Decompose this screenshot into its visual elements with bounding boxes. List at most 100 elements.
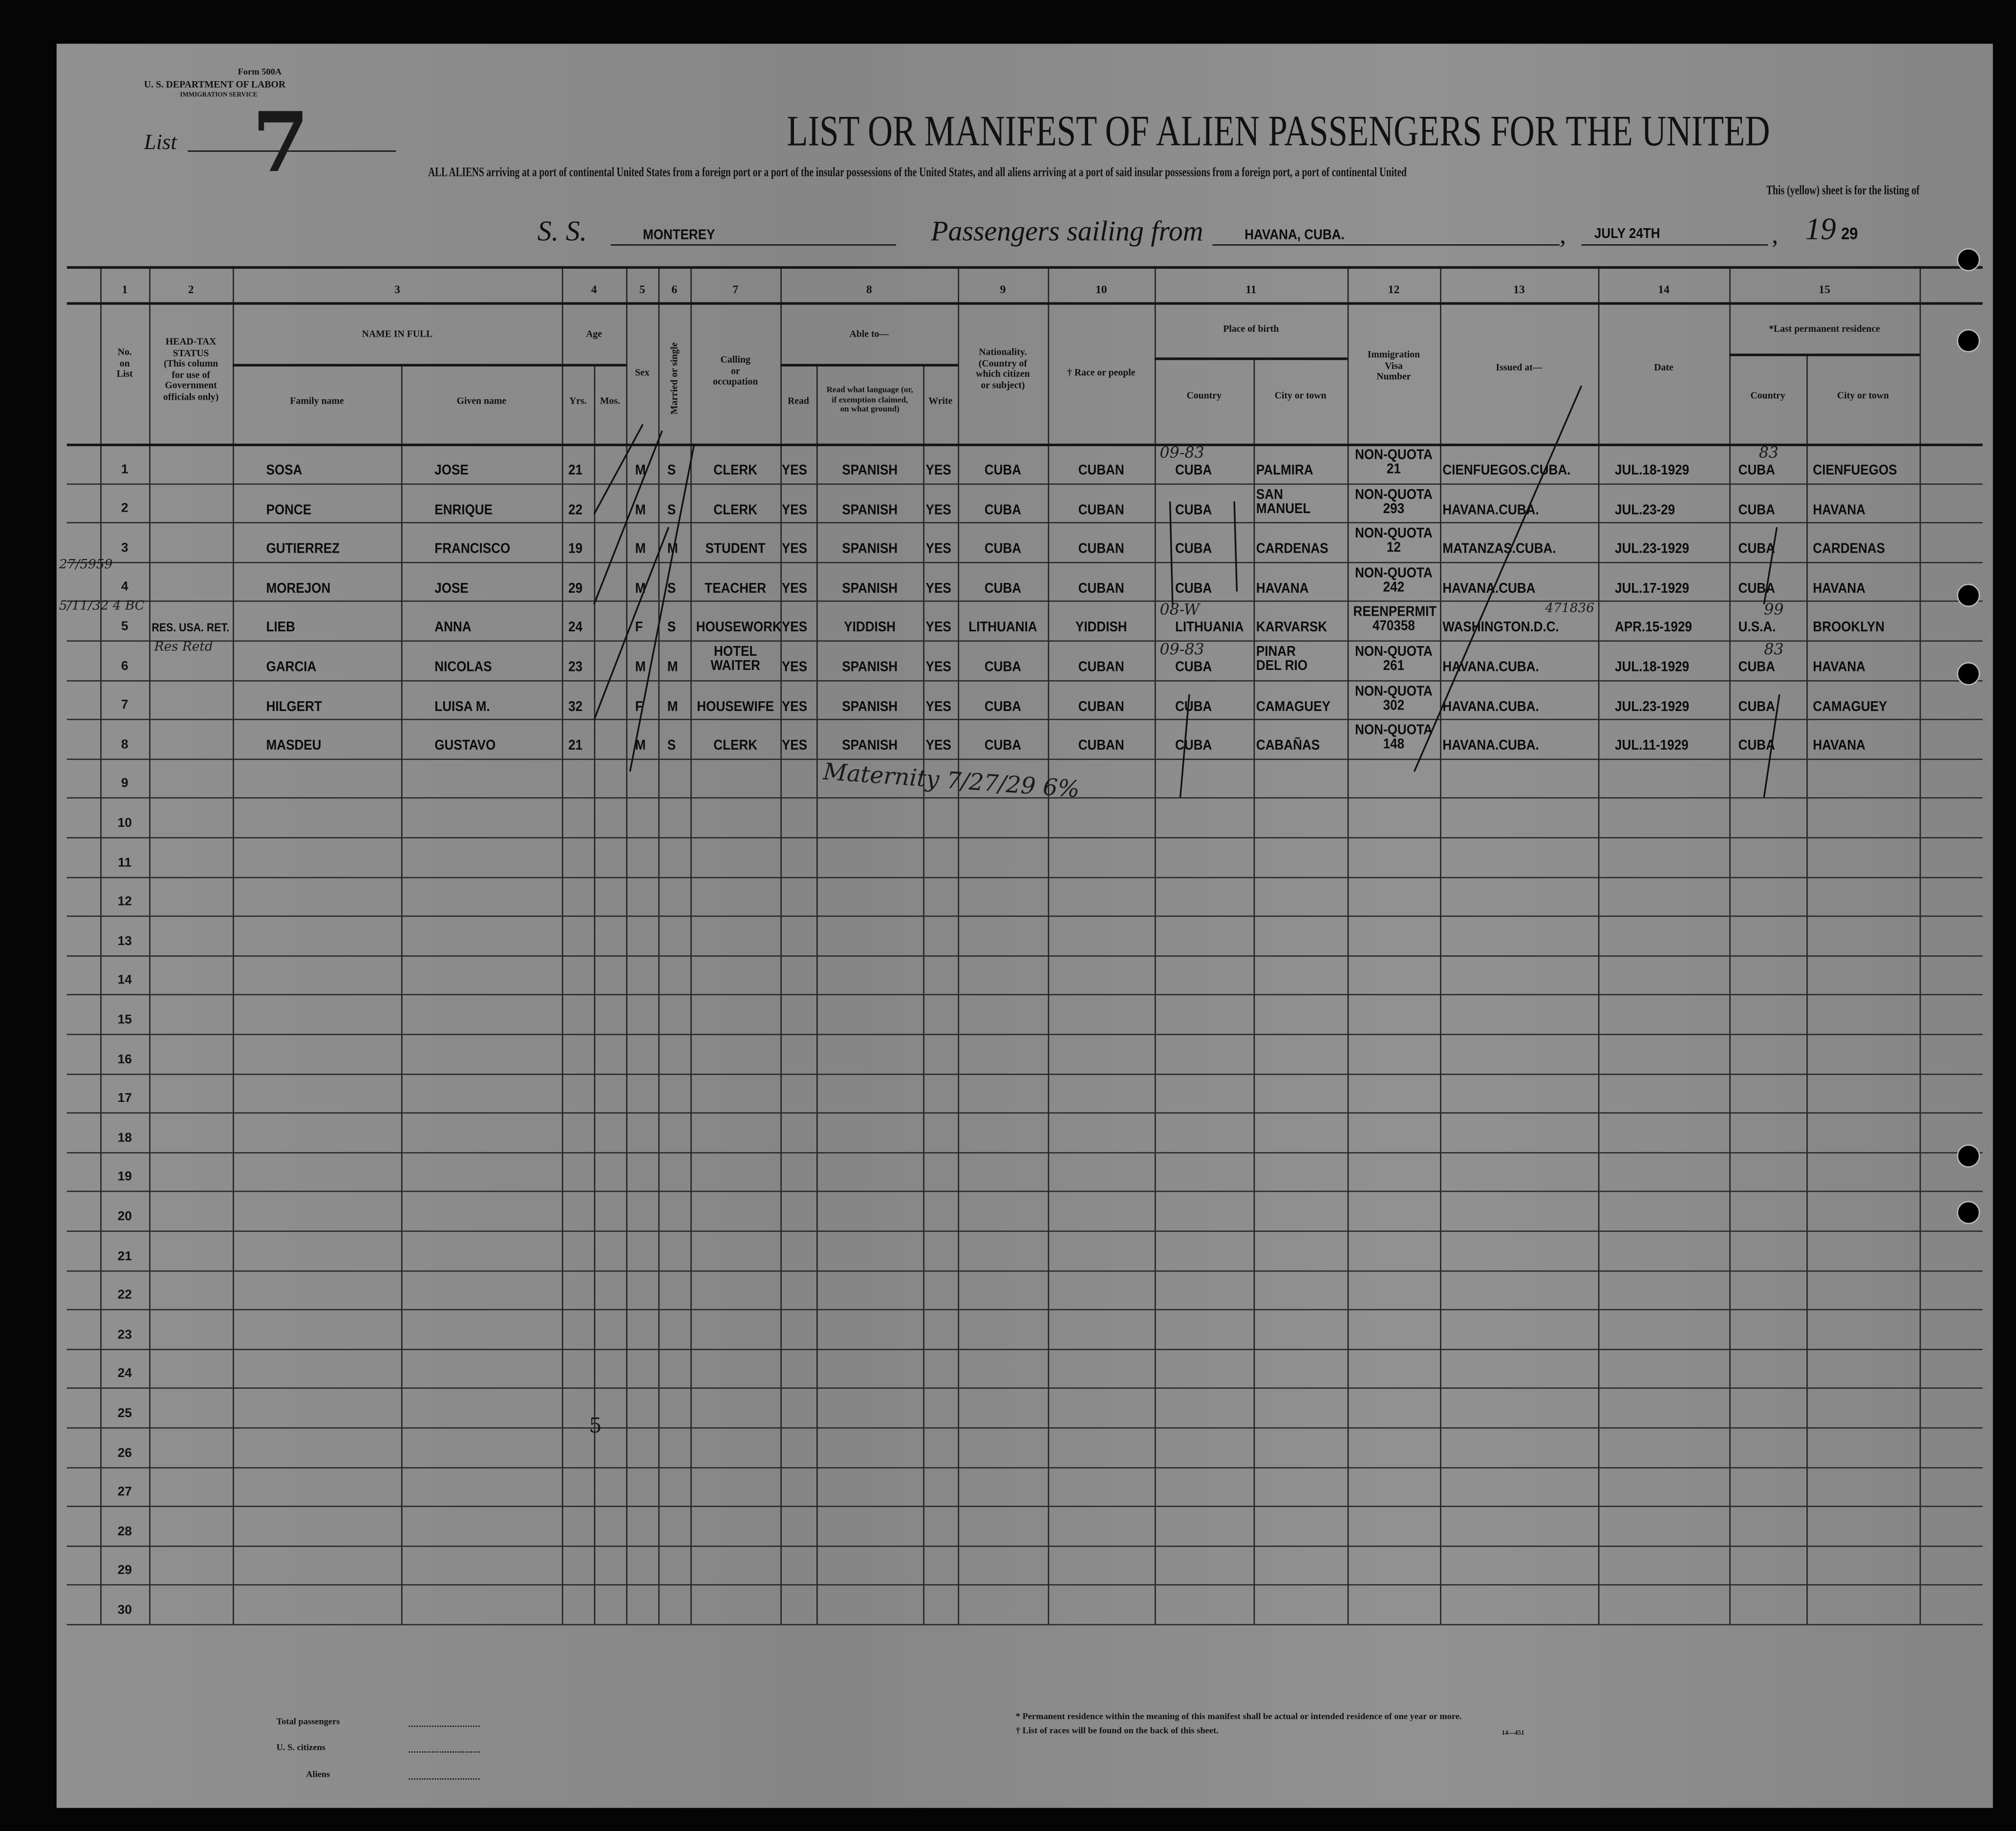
header-birth-city: City or town: [1274, 389, 1327, 401]
passenger-issued-at: HAVANA.CUBA.: [1442, 738, 1539, 754]
binder-hole: [1956, 1201, 1980, 1225]
row-divider: [66, 719, 1983, 721]
binder-hole: [1956, 1144, 1980, 1168]
passenger-birth-country: CUBA: [1175, 541, 1212, 557]
passenger-language: YIDDISH: [844, 620, 896, 636]
passenger-res-country: CUBA: [1738, 699, 1775, 714]
passenger-read: YES: [781, 659, 808, 675]
passenger-issued-at: HAVANA.CUBA.: [1442, 502, 1539, 518]
header-mos: Mos.: [600, 394, 621, 407]
passenger-given: NICOLAS: [434, 659, 492, 675]
header-write: Write: [928, 394, 953, 407]
passenger-res-country: CUBA: [1738, 502, 1775, 518]
passenger-married: S: [667, 581, 676, 597]
passenger-birth-country: LITHUANIA: [1175, 620, 1244, 636]
passenger-visa: NON-QUOTA 12: [1355, 526, 1433, 556]
header-age: Age: [586, 328, 602, 340]
total-passengers-label: Total passengers: [276, 1716, 340, 1727]
column-divider: [1806, 353, 1808, 1624]
row-number: 20: [117, 1210, 132, 1225]
permit-note: 471836: [1545, 602, 1594, 616]
column-divider: [626, 266, 628, 1624]
pen-stroke: [1763, 694, 1780, 797]
passenger-yrs: 21: [568, 463, 583, 478]
service-label: IMMIGRATION SERVICE: [180, 92, 257, 99]
header-visa: Immigration Visa Number: [1367, 348, 1420, 382]
passenger-date: JUL.23-1929: [1615, 699, 1690, 714]
passenger-write: YES: [925, 541, 951, 557]
column-number: 11: [1245, 282, 1257, 296]
pen-stroke: [593, 424, 644, 515]
row-number: 19: [117, 1170, 132, 1185]
row-divider: [66, 1309, 1983, 1311]
passenger-language: SPANISH: [842, 581, 898, 597]
date-underline: [1581, 244, 1768, 246]
row-number: 6: [121, 659, 129, 673]
department-label: U. S. DEPARTMENT OF LABOR: [144, 78, 286, 90]
passenger-birth-country: CUBA: [1175, 659, 1212, 675]
year-prefix: 19: [1805, 213, 1836, 247]
passenger-birth-country: CUBA: [1175, 463, 1212, 478]
pen-stroke: [1413, 385, 1583, 772]
passenger-sex: F: [635, 620, 643, 636]
handwritten-residence-code: 83: [1759, 443, 1779, 462]
row-divider: [66, 561, 1983, 563]
passenger-family: MASDEU: [266, 738, 322, 754]
list-number: 7: [252, 95, 309, 192]
passenger-language: SPANISH: [842, 463, 898, 478]
passenger-given: ENRIQUE: [434, 502, 493, 518]
passenger-read: YES: [781, 463, 808, 478]
passenger-write: YES: [925, 620, 951, 636]
passenger-married: S: [667, 738, 676, 754]
passenger-married: M: [667, 659, 678, 675]
header-able-to: Able to—: [849, 328, 889, 340]
row-number: 9: [121, 777, 129, 792]
column-number: 7: [732, 282, 739, 296]
passenger-birth-city: CAMAGUEY: [1256, 699, 1330, 714]
aliens-label: Aliens: [306, 1769, 330, 1780]
header-name-in-full: NAME IN FULL: [362, 328, 433, 340]
passenger-race: YIDDISH: [1075, 620, 1127, 636]
list-underline: [188, 150, 396, 152]
row-divider: [66, 797, 1983, 799]
passenger-given: ANNA: [434, 620, 472, 636]
passenger-sex: M: [635, 541, 646, 557]
row-divider: [66, 1388, 1983, 1389]
column-divider: [816, 364, 818, 1624]
table-top-border: [66, 266, 1983, 269]
row-number: 1: [121, 462, 129, 477]
pen-stroke: [1169, 501, 1174, 604]
passenger-nationality: CUBA: [984, 738, 1022, 754]
passenger-write: YES: [925, 502, 951, 518]
passenger-birth-city: PALMIRA: [1256, 463, 1313, 478]
passenger-yrs: 24: [568, 620, 583, 636]
column-number: 10: [1095, 282, 1107, 296]
passenger-calling: STUDENT: [705, 541, 766, 557]
passenger-birth-city: PINAR DEL RIO: [1256, 644, 1308, 674]
passenger-res-country: CUBA: [1738, 659, 1775, 675]
passenger-birth-country: CUBA: [1175, 581, 1212, 597]
row-divider: [66, 483, 1983, 484]
passenger-nationality: CUBA: [984, 463, 1022, 478]
page-title: LIST OR MANIFEST OF ALIEN PASSENGERS FOR…: [787, 108, 1770, 156]
passenger-res-country: CUBA: [1738, 463, 1775, 478]
passenger-issued-at: MATANZAS.CUBA.: [1442, 541, 1556, 557]
column-divider: [780, 266, 782, 1624]
row-number: 25: [117, 1406, 132, 1421]
passenger-visa: NON-QUOTA 148: [1355, 723, 1433, 753]
passenger-birth-city: HAVANA: [1256, 581, 1309, 597]
passenger-res-country: CUBA: [1738, 738, 1775, 754]
subheader-divider: [1154, 357, 1348, 360]
header-calling: Calling or occupation: [713, 353, 758, 388]
subtitle-yellow-sheet: This (yellow) sheet is for the listing o…: [1766, 184, 1920, 198]
row-number: 22: [117, 1289, 132, 1303]
passenger-nationality: CUBA: [984, 541, 1022, 557]
passenger-birth-city: CARDENAS: [1256, 541, 1329, 557]
handwritten-residence-code: 99: [1764, 600, 1784, 619]
header-head-tax: HEAD-TAX STATUS (This column for use of …: [163, 335, 219, 402]
passenger-issued-at: WASHINGTON.D.C.: [1442, 620, 1559, 636]
passenger-res-city: HAVANA: [1813, 581, 1866, 597]
passenger-married: S: [667, 620, 676, 636]
passenger-res-country: CUBA: [1738, 581, 1775, 597]
row-divider: [66, 758, 1983, 760]
